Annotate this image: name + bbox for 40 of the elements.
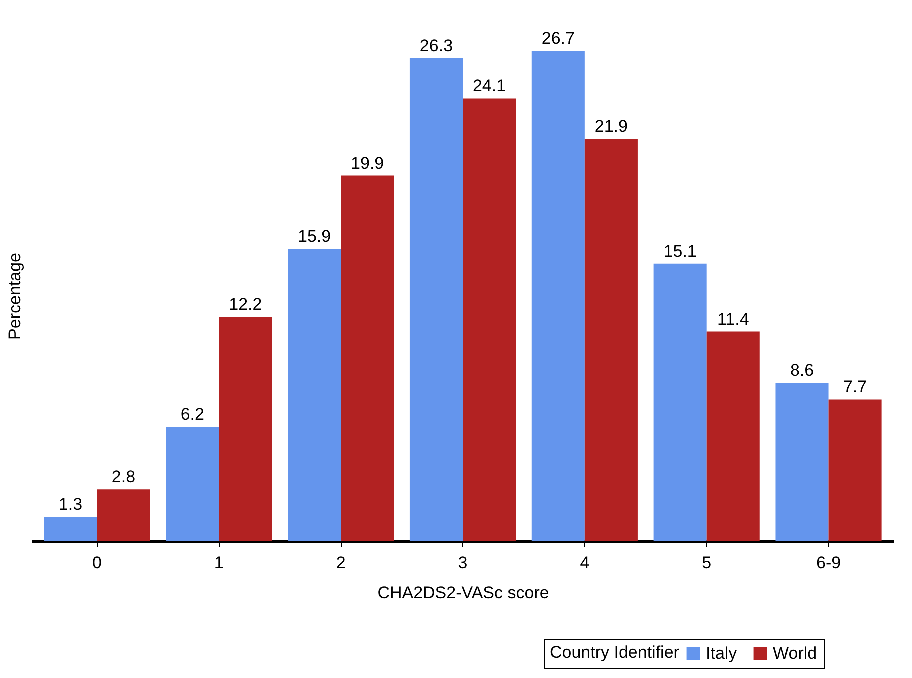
bar: [776, 383, 829, 541]
data-label: 19.9: [351, 154, 384, 173]
bar: [44, 517, 98, 541]
data-label: 26.3: [420, 36, 454, 56]
data-label: 24.1: [472, 76, 506, 96]
bar: [463, 98, 516, 541]
bar: [288, 249, 342, 541]
bar: [410, 58, 463, 541]
x-tick-label: 5: [702, 554, 712, 572]
legend-label: Italy: [706, 644, 738, 663]
x-tick-label: 3: [458, 554, 468, 572]
bar: [654, 264, 707, 541]
data-label: 15.1: [664, 242, 697, 261]
data-label: 1.3: [58, 495, 83, 514]
data-label: 8.6: [790, 361, 814, 380]
bar: [828, 400, 882, 541]
data-label: 6.2: [180, 405, 204, 424]
legend-title: Country Identifier: [550, 643, 680, 662]
x-tick-label: 0: [92, 554, 102, 572]
data-label: 26.7: [542, 29, 575, 48]
bar: [97, 490, 150, 541]
bar: [532, 51, 585, 541]
x-tick-label: 6-9: [816, 554, 842, 572]
bar: [166, 427, 220, 541]
x-tick-label: 1: [214, 554, 224, 572]
x-axis-title: CHA2DS2-VASc score: [378, 584, 550, 602]
y-axis-title: Percentage: [6, 253, 24, 340]
legend-label: World: [773, 644, 818, 663]
data-label: 2.8: [112, 468, 136, 487]
data-label: 7.7: [843, 378, 868, 397]
bar: [584, 139, 638, 541]
data-label: 21.9: [594, 117, 628, 136]
bar: [219, 317, 272, 541]
bar: [706, 332, 760, 541]
data-label: 11.4: [717, 310, 750, 329]
x-tick-label: 2: [336, 554, 346, 572]
data-label: 12.2: [229, 295, 262, 314]
data-label: 15.9: [298, 227, 332, 246]
x-tick-label: 4: [580, 554, 590, 572]
bar: [341, 176, 394, 541]
